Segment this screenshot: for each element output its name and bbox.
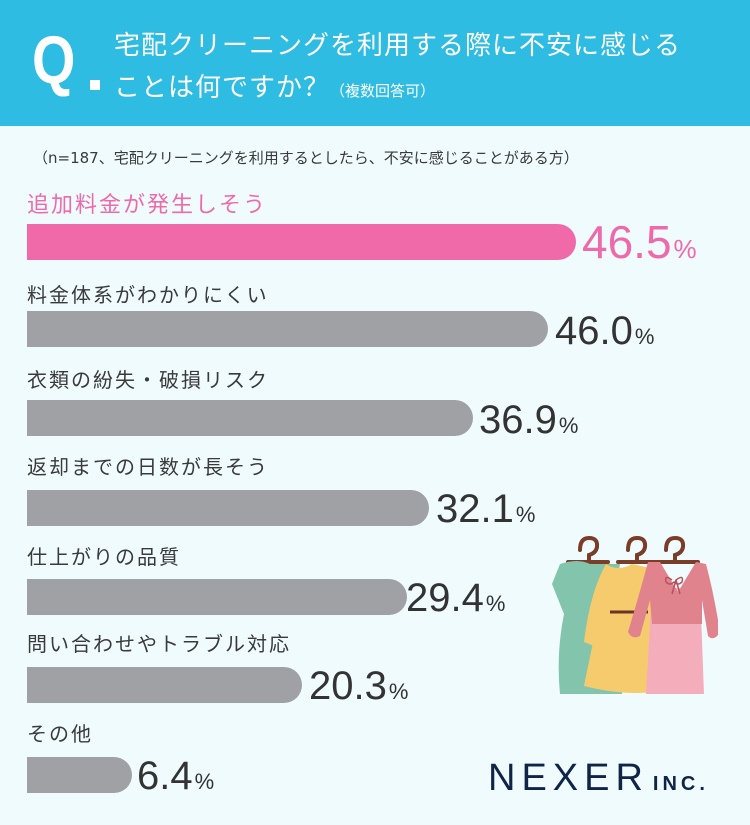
value-unit: % (673, 234, 697, 264)
question-title-note: （複数回答可） (330, 82, 436, 100)
bar-value: 20.3% (309, 666, 408, 712)
logo-name: NEXER (488, 757, 649, 799)
bar-value: 32.1% (436, 489, 535, 535)
question-title-line1: 宅配クリーニングを利用する際に不安に感じる (114, 31, 682, 61)
logo-suffix: INC. (652, 773, 709, 795)
bar-value: 29.4% (406, 578, 505, 624)
bar-value: 46.0% (555, 311, 654, 357)
value-unit: % (558, 413, 579, 438)
value-unit: % (634, 324, 655, 349)
bar-value: 46.5% (582, 219, 697, 272)
bar-label: 仕上がりの品質 (27, 545, 181, 569)
value-number: 32.1 (436, 487, 514, 531)
value-unit: % (388, 679, 409, 704)
value-number: 36.9 (479, 398, 557, 442)
bar (27, 311, 548, 347)
bar-label: 返却までの日数が長そう (27, 455, 269, 479)
value-number: 46.5 (582, 216, 672, 268)
bar (27, 490, 429, 526)
bar (27, 667, 302, 703)
bar-value: 36.9% (479, 400, 578, 446)
bar-label: 衣類の紛失・破損リスク (27, 368, 269, 392)
bar-label: その他 (27, 722, 93, 746)
bar (27, 757, 132, 793)
bar-label: 料金体系がわかりにくい (27, 283, 269, 307)
bar-label: 問い合わせやトラブル対応 (27, 632, 291, 656)
hanger-icon (566, 535, 700, 564)
q-mark: Q (32, 22, 76, 98)
value-number: 29.4 (406, 576, 484, 620)
question-title-text: ことは何ですか？ (114, 73, 331, 103)
bar (27, 579, 407, 615)
value-number: 6.4 (137, 754, 193, 798)
question-header: Q 宅配クリーニングを利用する際に不安に感じる ことは何ですか？（複数回答可） (0, 0, 750, 126)
question-title-line2: ことは何ですか？（複数回答可） (114, 72, 435, 107)
value-unit: % (194, 769, 215, 794)
bar (27, 400, 473, 436)
value-number: 46.0 (555, 309, 633, 353)
bar-value: 6.4% (137, 756, 214, 802)
q-dot (90, 80, 100, 90)
value-unit: % (485, 591, 506, 616)
sample-note: （n=187、宅配クリーニングを利用するとしたら、不安に感じることがある方） (33, 149, 579, 167)
company-logo: NEXER INC. (488, 758, 709, 804)
clothes-on-hangers-illustration (552, 535, 718, 694)
bar (27, 224, 576, 260)
value-unit: % (515, 502, 536, 527)
value-number: 20.3 (309, 664, 387, 708)
bar-label: 追加料金が発生しそう (27, 193, 268, 218)
